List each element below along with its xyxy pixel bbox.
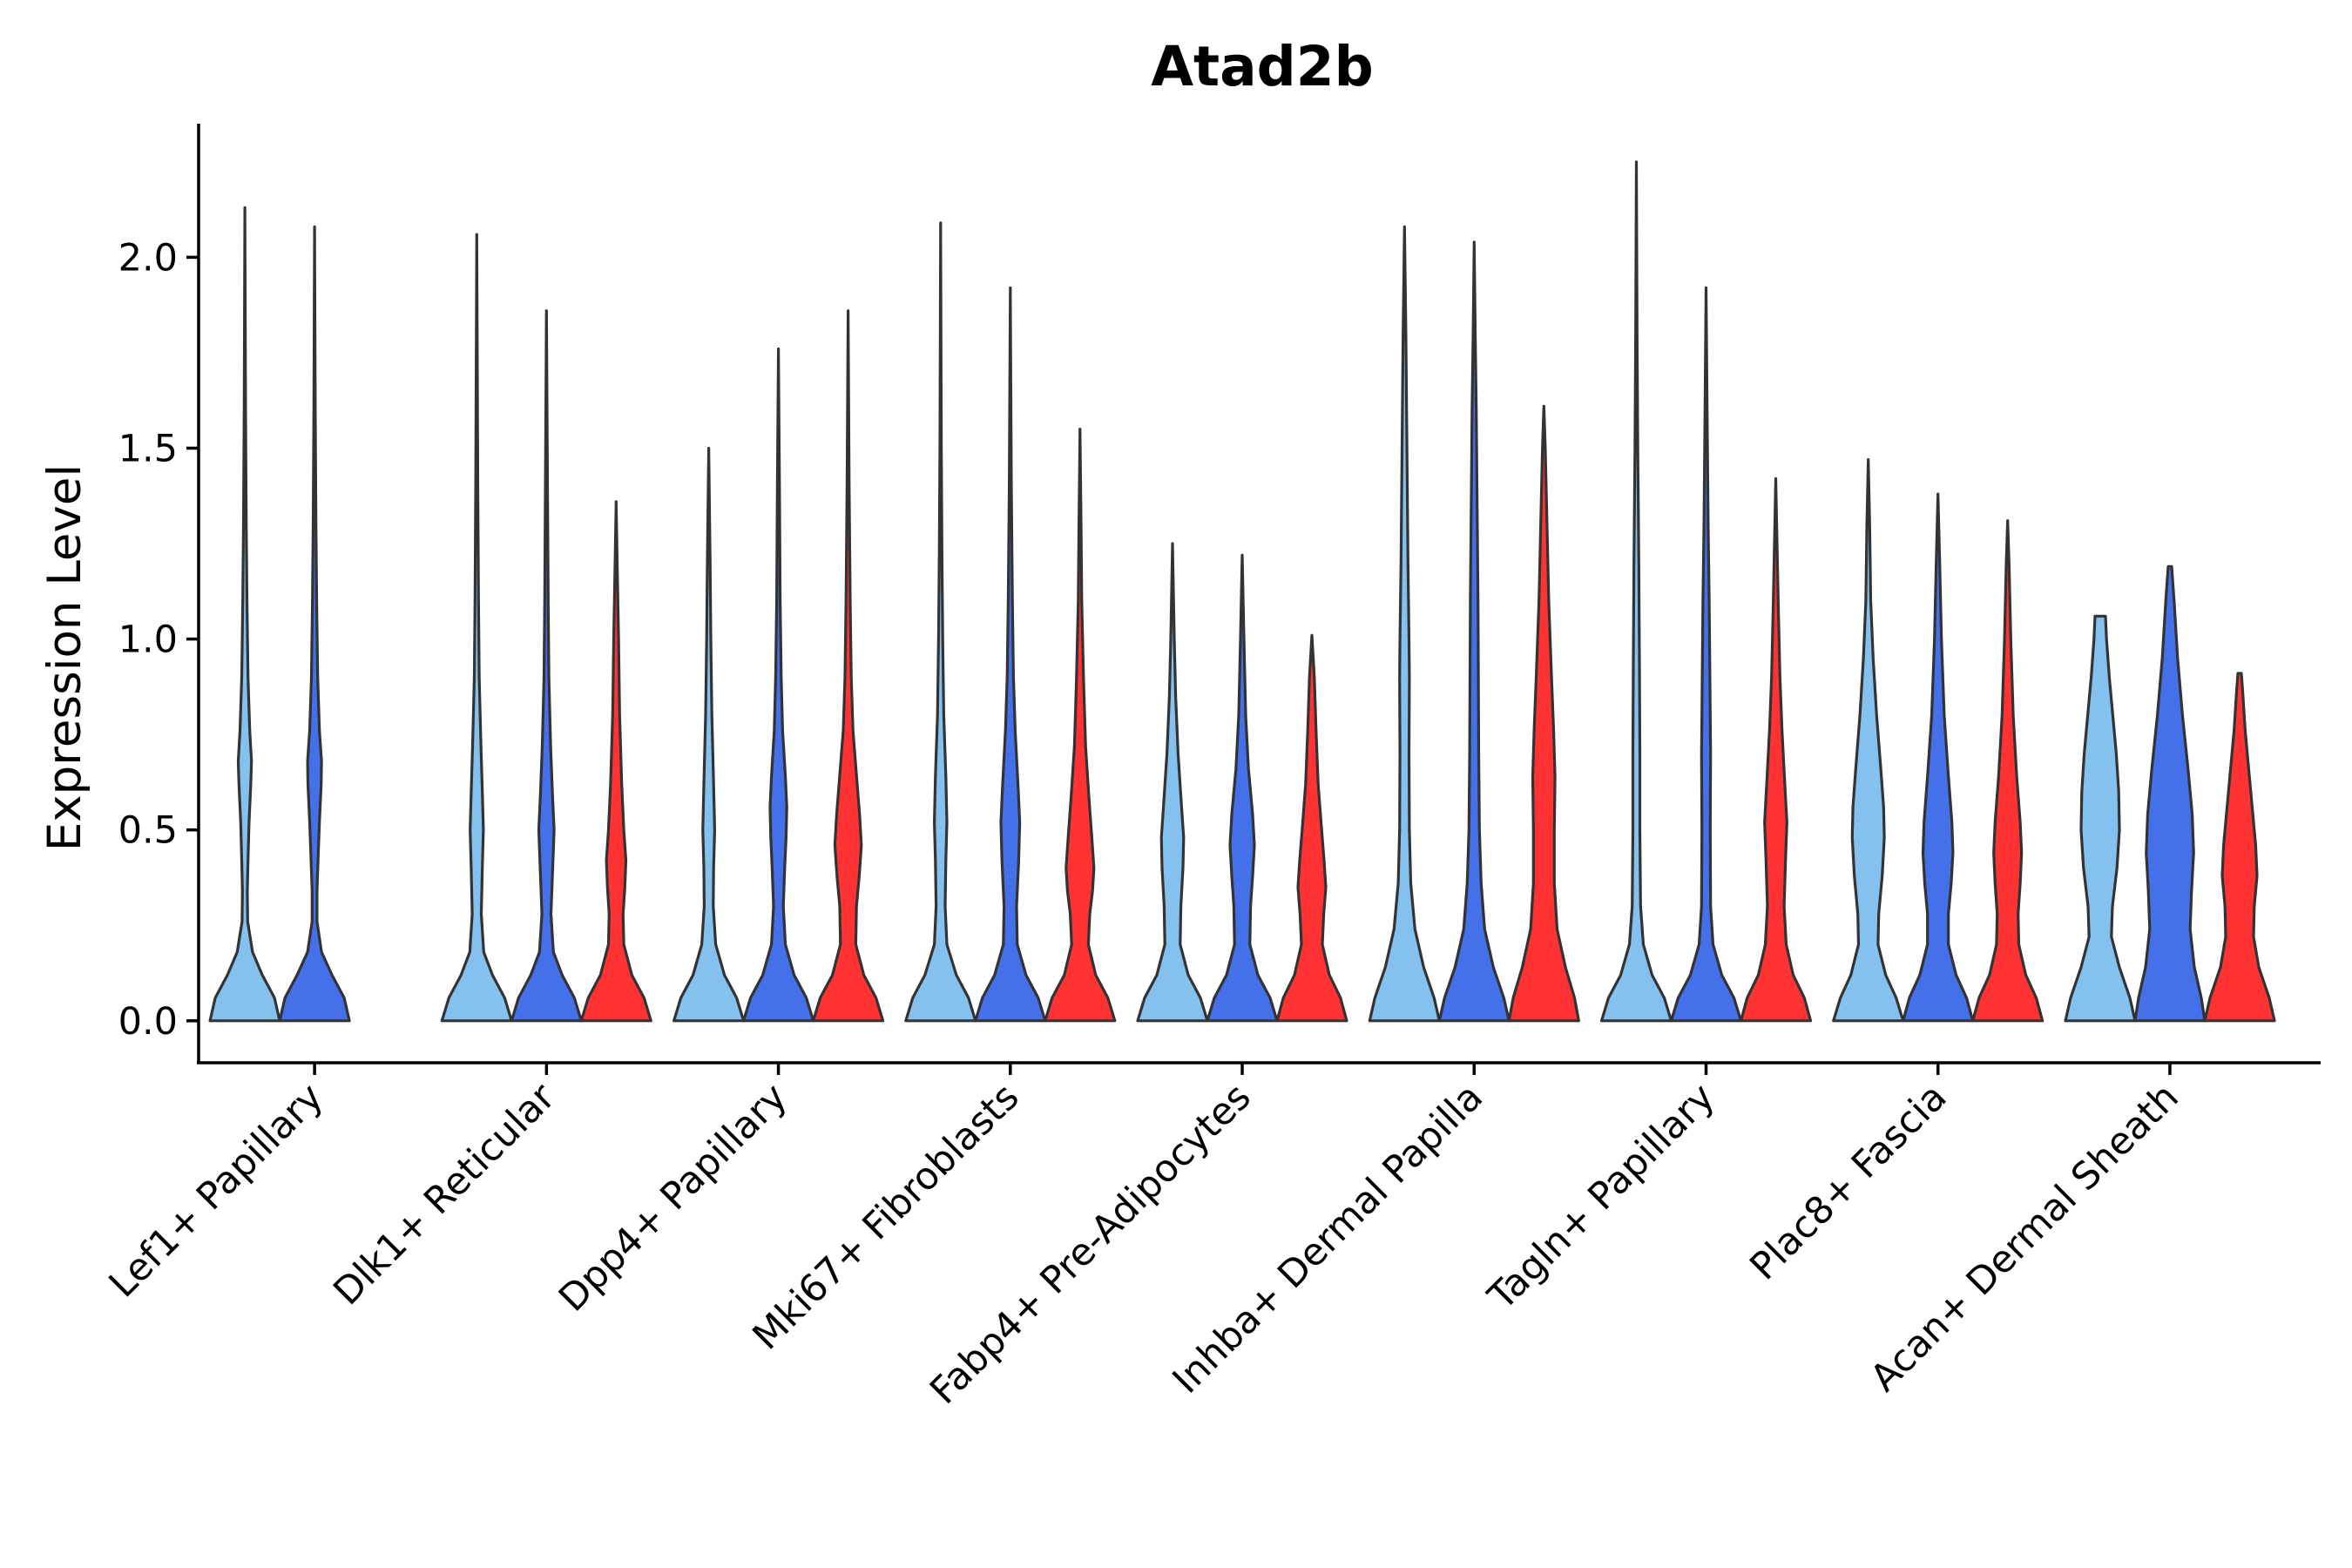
violin-acan-dermal-sheath-group-2 bbox=[2133, 564, 2207, 1023]
y-axis-label: Expression Level bbox=[38, 464, 91, 851]
y-tick-label: 0.0 bbox=[118, 1000, 178, 1044]
chart-title: Atad2b bbox=[1151, 35, 1373, 98]
violin-lef1-papillary-group-1 bbox=[208, 206, 281, 1023]
violin-dpp4-papillary-group-3 bbox=[812, 309, 885, 1023]
violin-dlk1-reticular-group-2 bbox=[510, 309, 583, 1023]
violin-dpp4-papillary-group-2 bbox=[742, 347, 815, 1023]
violin-tagln-papillary-group-2 bbox=[1669, 286, 1743, 1023]
violin-dlk1-reticular-group-3 bbox=[579, 500, 652, 1023]
x-tick-label-dlk1-reticular: Dlk1+ Reticular bbox=[325, 1075, 564, 1314]
violin-tagln-papillary-group-1 bbox=[1599, 160, 1673, 1023]
violins-layer bbox=[208, 160, 2276, 1023]
violin-fabp4-pre-adipocytes-group-1 bbox=[1136, 542, 1209, 1023]
violin-plac8-fascia-group-2 bbox=[1902, 492, 1975, 1023]
violin-mki67-fibroblasts-group-1 bbox=[904, 221, 977, 1023]
violin-fabp4-pre-adipocytes-group-2 bbox=[1206, 553, 1279, 1023]
x-tick-label-dpp4-papillary: Dpp4+ Papillary bbox=[551, 1075, 795, 1320]
y-tick-label: 1.5 bbox=[118, 427, 178, 470]
violin-dpp4-papillary-group-1 bbox=[672, 446, 746, 1023]
x-tick-label-tagln-papillary: Tagln+ Papillary bbox=[1480, 1075, 1724, 1319]
violin-acan-dermal-sheath-group-3 bbox=[2203, 672, 2276, 1023]
violin-fabp4-pre-adipocytes-group-3 bbox=[1275, 633, 1348, 1023]
violin-inhba-dermal-papilla-group-1 bbox=[1368, 225, 1441, 1023]
violin-lef1-papillary-group-2 bbox=[278, 225, 351, 1023]
violin-inhba-dermal-papilla-group-2 bbox=[1437, 240, 1511, 1023]
violin-plac8-fascia-group-3 bbox=[1971, 519, 2044, 1023]
y-tick-label: 0.5 bbox=[118, 809, 178, 853]
violin-tagln-papillary-group-3 bbox=[1739, 476, 1813, 1023]
violin-plac8-fascia-group-1 bbox=[1832, 458, 1905, 1023]
violin-dlk1-reticular-group-1 bbox=[440, 233, 513, 1023]
x-tick-label-plac8-fascia: Plac8+ Fascia bbox=[1742, 1075, 1956, 1288]
y-ticks: 0.0 0.5 1.0 1.5 2.0 bbox=[118, 236, 199, 1044]
x-tick-label-lef1-papillary: Lef1+ Papillary bbox=[101, 1075, 332, 1306]
y-tick-label: 2.0 bbox=[118, 236, 178, 280]
x-tick-label-mki67-fibroblasts: Mki67+ Fibroblasts bbox=[745, 1075, 1028, 1358]
violin-mki67-fibroblasts-group-2 bbox=[974, 286, 1047, 1023]
violin-mki67-fibroblasts-group-3 bbox=[1044, 428, 1117, 1023]
violin-inhba-dermal-papilla-group-3 bbox=[1507, 404, 1580, 1023]
violin-acan-dermal-sheath-group-1 bbox=[2064, 614, 2137, 1023]
y-tick-label: 1.0 bbox=[118, 618, 178, 662]
